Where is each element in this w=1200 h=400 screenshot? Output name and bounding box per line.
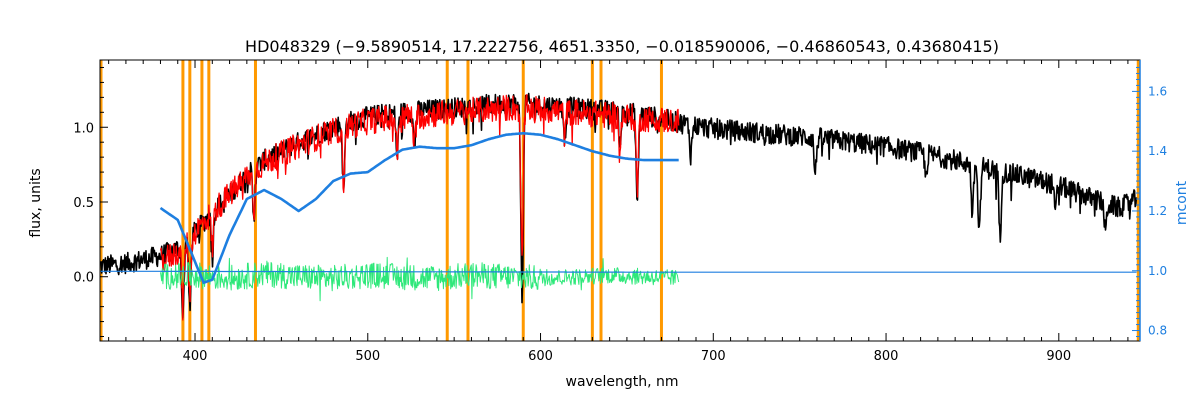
- x-tick-label: 600: [528, 349, 553, 364]
- series-layer: [99, 92, 1138, 321]
- series-line: [100, 270, 1137, 273]
- y-tick-label: 0.0: [73, 271, 94, 286]
- x-tick-label: 700: [701, 349, 726, 364]
- y-right-tick-label: 1.6: [1148, 84, 1167, 98]
- x-tick-label: 500: [355, 349, 380, 364]
- y-axis-left: 0.0 0.5 1.0: [73, 66, 108, 338]
- x-tick-label: 800: [874, 349, 899, 364]
- y-tick-label: 0.5: [73, 196, 94, 211]
- x-axis-label: wavelength, nm: [566, 374, 679, 390]
- y-right-tick-label: 1.4: [1148, 144, 1167, 158]
- chart-title: HD048329 (−9.5890514, 17.222756, 4651.33…: [245, 37, 999, 56]
- y-right-tick-label: 1.0: [1148, 264, 1167, 278]
- x-tick-label: 900: [1046, 349, 1071, 364]
- y-axis-label: flux, units: [28, 168, 44, 237]
- series-line: [159, 94, 680, 321]
- y-axis-right-label: mcont: [1174, 180, 1190, 225]
- x-tick-label: 400: [183, 349, 208, 364]
- y-axis-right: 0.8 1.0 1.2 1.4 1.6: [1132, 60, 1167, 341]
- vertical-marker-lines: [99, 60, 1140, 341]
- x-axis: 400 500 600 700 800 900: [108, 60, 1129, 364]
- series-line: [160, 256, 680, 302]
- series-line: [159, 131, 679, 285]
- y-tick-label: 1.0: [73, 121, 94, 136]
- y-right-tick-label: 0.8: [1148, 324, 1167, 338]
- y-right-tick-label: 1.2: [1148, 204, 1167, 218]
